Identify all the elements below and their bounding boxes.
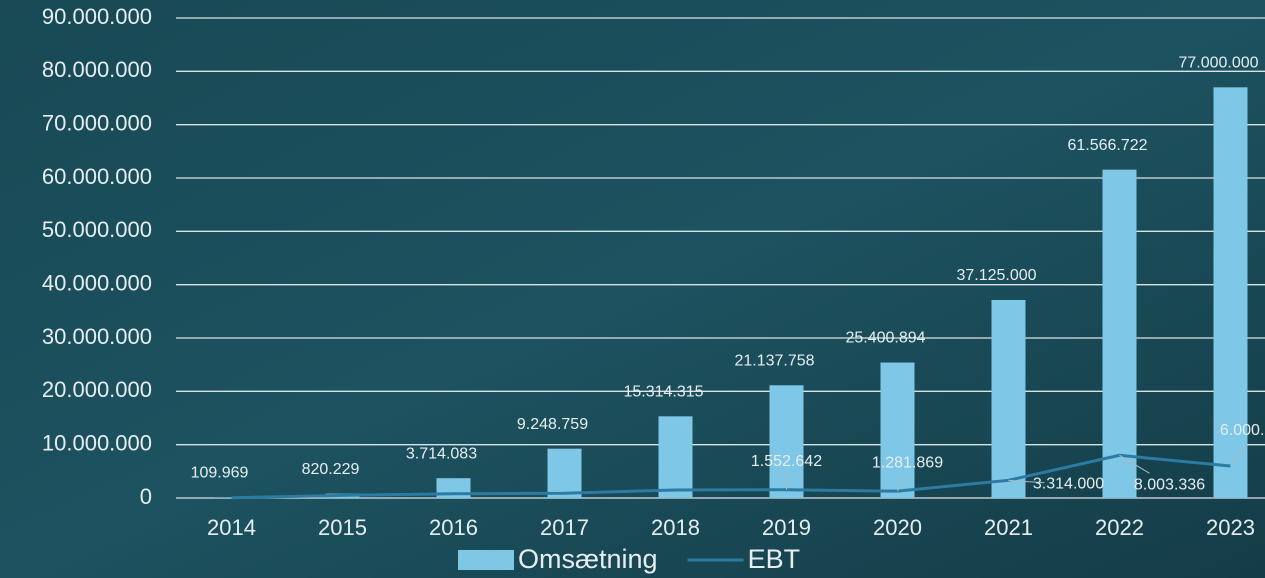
x-tick-label: 2019	[762, 515, 811, 540]
data-label: 1.281.869	[872, 454, 943, 471]
data-label: 8.003.336	[1134, 477, 1205, 494]
y-tick-label: 70.000.000	[42, 110, 152, 135]
data-label: 6.000.000	[1220, 422, 1265, 439]
data-label: 61.566.722	[1067, 137, 1147, 154]
legend-swatch	[458, 550, 514, 570]
y-tick-label: 60.000.000	[42, 164, 152, 189]
legend-label: Omsætning	[518, 544, 658, 574]
x-tick-label: 2014	[207, 515, 256, 540]
x-tick-label: 2018	[651, 515, 700, 540]
x-tick-label: 2020	[873, 515, 922, 540]
x-tick-label: 2016	[429, 515, 478, 540]
chart: 0 10.000.000 20.000.000 30.000.000 40.000.00…	[0, 0, 1265, 578]
y-tick-label: 50.000.000	[42, 217, 152, 242]
x-tick-label: 2023	[1206, 515, 1255, 540]
data-label: 109.969	[191, 465, 249, 482]
y-tick-label: 10.000.000	[42, 430, 152, 455]
bar	[881, 363, 915, 498]
data-label: 37.125.000	[956, 267, 1036, 284]
x-tick-label: 2021	[984, 515, 1033, 540]
bar	[992, 300, 1026, 498]
y-tick-label: 30.000.000	[42, 324, 152, 349]
y-tick-label: 90.000.000	[42, 4, 152, 29]
y-tick-label: 0	[140, 484, 152, 509]
data-label: 3.714.083	[406, 445, 477, 462]
data-label: 15.314.315	[623, 384, 703, 401]
x-tick-label: 2022	[1095, 515, 1144, 540]
data-label: 25.400.894	[845, 330, 925, 347]
data-label: 21.137.758	[734, 352, 814, 369]
y-tick-label: 80.000.000	[42, 57, 152, 82]
x-tick-label: 2017	[540, 515, 589, 540]
data-label: 77.000.000	[1178, 55, 1258, 72]
bar	[548, 449, 582, 498]
data-label: 9.248.759	[517, 416, 588, 433]
x-tick-label: 2015	[318, 515, 367, 540]
y-tick-label: 20.000.000	[42, 377, 152, 402]
data-label: 820.229	[302, 461, 360, 478]
data-label: 3.314.000	[1033, 476, 1104, 493]
y-tick-label: 40.000.000	[42, 270, 152, 295]
bar	[1103, 170, 1137, 498]
bar	[659, 416, 693, 498]
data-label: 1.552.642	[751, 453, 822, 470]
legend-label: EBT	[748, 544, 801, 574]
